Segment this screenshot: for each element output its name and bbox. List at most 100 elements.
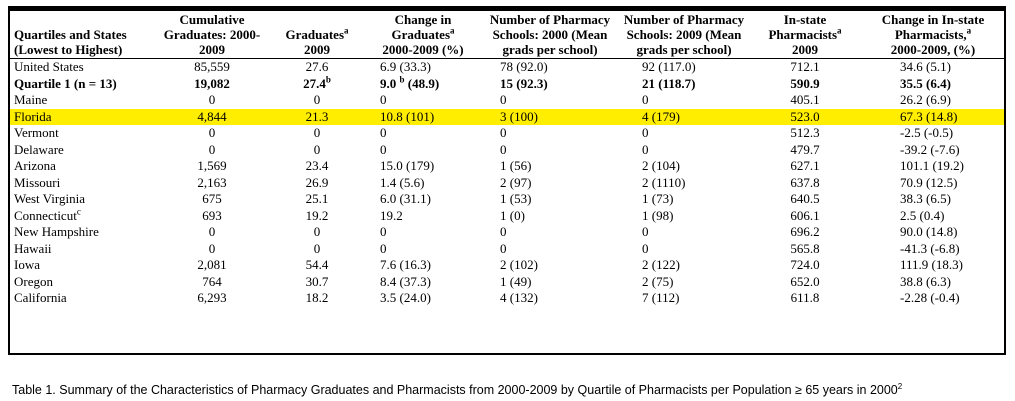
table-figure: Quartiles and States (Lowest to Highest)… <box>8 6 1006 397</box>
cell-graduates-2009: 0 <box>313 125 321 141</box>
header-graduates-2009: Graduatesa 2009 <box>268 8 366 59</box>
cell-change-graduates: 3.5 (24.0) <box>380 290 431 306</box>
cell-graduates-2009: 0 <box>313 240 321 256</box>
header-instate-pharmacists: In-state Pharmacistsa 2009 <box>748 8 862 59</box>
cell-state: Oregon <box>14 273 53 289</box>
header-change-graduates: Change in Graduatesa 2000-2009 (%) <box>366 8 480 59</box>
cell-instate-pharmacists: 696.2 <box>790 224 820 240</box>
cell-state: Vermont <box>14 125 59 141</box>
cell-state: Iowa <box>14 257 40 273</box>
cell-change-graduates: 0 <box>380 125 387 141</box>
table-row: Quartile 1 (n = 13) 19,082 27.4b 9.0 b (48.… <box>10 74 1004 93</box>
cell-state: Arizona <box>14 158 56 174</box>
cell-instate-pharmacists: 512.3 <box>790 125 820 141</box>
cell-cumulative: 675 <box>202 191 222 207</box>
cell-cumulative: 85,559 <box>194 59 230 75</box>
cell-graduates-2009: 0 <box>313 141 321 157</box>
cell-change-graduates: 10.8 (101) <box>366 108 480 125</box>
cell-state: West Virginia <box>14 191 85 207</box>
cell-schools-2009: 0 <box>642 240 649 256</box>
header-schools-2000: Number of Pharmacy Schools: 2000 (Mean g… <box>480 8 620 59</box>
header-quartiles-states: Quartiles and States (Lowest to Highest) <box>10 8 156 59</box>
cell-graduates-2009: 19.2 <box>305 207 329 223</box>
cell-change-graduates: 15.0 (179) <box>380 158 435 174</box>
cell-schools-2009: 2 (1110) <box>642 174 686 190</box>
cell-change-graduates: 19.2 <box>380 207 403 223</box>
cell-instate-pharmacists: 479.7 <box>790 141 820 157</box>
cell-instate-pharmacists: 611.8 <box>790 290 820 306</box>
cell-instate-pharmacists: 606.1 <box>790 207 820 223</box>
cell-schools-2000: 1 (56) <box>500 158 532 174</box>
cell-schools-2009: 2 (122) <box>642 257 680 273</box>
cell-instate-pharmacists: 590.9 <box>790 75 820 91</box>
cell-change-pharmacists: 111.9 (18.3) <box>900 257 963 273</box>
cell-schools-2000: 1 (53) <box>500 191 532 207</box>
cell-instate-pharmacists: 637.8 <box>790 174 820 190</box>
cell-schools-2000: 0 <box>500 92 507 108</box>
cell-change-pharmacists: 101.1 (19.2) <box>900 158 964 174</box>
cell-change-pharmacists: 34.6 (5.1) <box>900 59 951 75</box>
cell-change-graduates: 9.0 b (48.9) <box>380 74 440 91</box>
cell-schools-2000: 15 (92.3) <box>500 75 548 91</box>
cell-cumulative: 693 <box>202 207 222 223</box>
cell-change-pharmacists: 38.8 (6.3) <box>900 273 951 289</box>
cell-instate-pharmacists: 652.0 <box>790 273 820 289</box>
cell-cumulative: 0 <box>208 240 216 256</box>
cell-schools-2009: 7 (112) <box>642 290 680 306</box>
cell-schools-2009: 1 (73) <box>642 191 674 207</box>
cell-change-pharmacists: -41.3 (-6.8) <box>900 240 960 256</box>
table-body: United States 85,559 27.6 6.9 (33.3) 78 (92.… <box>10 59 1004 307</box>
cell-instate-pharmacists: 405.1 <box>790 92 820 108</box>
cell-schools-2000: 1 (49) <box>500 273 532 289</box>
cell-graduates-2009: 30.7 <box>305 273 329 289</box>
cell-instate-pharmacists: 640.5 <box>790 191 820 207</box>
table-row: New Hampshire 0 0 0 0 0 696.2 90.0 (14.8) <box>10 224 1004 241</box>
cell-change-pharmacists: -39.2 (-7.6) <box>900 141 960 157</box>
cell-schools-2009: 0 <box>642 92 649 108</box>
cell-schools-2000: 0 <box>500 240 507 256</box>
cell-schools-2009: 0 <box>642 125 649 141</box>
cell-graduates-2009: 0 <box>313 92 321 108</box>
cell-schools-2009: 92 (117.0) <box>642 59 696 75</box>
table-row: West Virginia 675 25.1 6.0 (31.1) 1 (53) 1 (7… <box>10 191 1004 208</box>
cell-cumulative: 0 <box>208 141 216 157</box>
cell-cumulative: 1,569 <box>197 158 227 174</box>
table-row: Oregon 764 30.7 8.4 (37.3) 1 (49) 2 (75) 652.0… <box>10 274 1004 291</box>
table-row: Missouri 2,163 26.9 1.4 (5.6) 2 (97) 2 (1110)… <box>10 175 1004 192</box>
cell-instate-pharmacists: 565.8 <box>790 240 820 256</box>
table-row: California 6,293 18.2 3.5 (24.0) 4 (132) 7 (1… <box>10 290 1004 307</box>
cell-change-graduates: 0 <box>380 224 387 240</box>
table-caption: Table 1. Summary of the Characteristics … <box>12 381 903 397</box>
cell-schools-2000: 1 (0) <box>500 207 525 223</box>
cell-graduates-2009: 27.6 <box>305 59 329 75</box>
cell-change-pharmacists: 2.5 (0.4) <box>900 207 945 223</box>
table-row: United States 85,559 27.6 6.9 (33.3) 78 (92.… <box>10 59 1004 76</box>
header-cumulative-graduates: Cumulative Graduates: 2000-2009 <box>156 8 268 59</box>
header-schools-2009: Number of Pharmacy Schools: 2009 (Mean g… <box>620 8 748 59</box>
cell-cumulative: 0 <box>208 125 216 141</box>
cell-instate-pharmacists: 712.1 <box>790 59 820 75</box>
cell-change-pharmacists: 90.0 (14.8) <box>900 224 958 240</box>
cell-schools-2009: 0 <box>642 224 649 240</box>
cell-state: Missouri <box>14 174 61 190</box>
cell-cumulative: 0 <box>208 92 216 108</box>
cell-schools-2009: 2 (75) <box>642 273 674 289</box>
cell-schools-2000: 0 <box>500 141 507 157</box>
cell-schools-2000: 78 (92.0) <box>500 59 548 75</box>
cell-cumulative: 2,163 <box>197 174 227 190</box>
cell-cumulative: 4,844 <box>156 108 268 125</box>
cell-change-graduates: 1.4 (5.6) <box>380 174 425 190</box>
cell-change-graduates: 7.6 (16.3) <box>380 257 431 273</box>
cell-graduates-2009: 23.4 <box>305 158 329 174</box>
cell-graduates-2009: 25.1 <box>305 191 329 207</box>
cell-state: California <box>14 290 67 306</box>
cell-schools-2009: 1 (98) <box>642 207 674 223</box>
cell-state: Delaware <box>14 141 64 157</box>
cell-state: United States <box>14 59 84 75</box>
cell-cumulative: 19,082 <box>194 75 230 91</box>
table-row: Arizona 1,569 23.4 15.0 (179) 1 (56) 2 (104) 6… <box>10 158 1004 175</box>
cell-schools-2000: 0 <box>500 125 507 141</box>
cell-change-graduates: 0 <box>380 240 387 256</box>
cell-graduates-2009: 54.4 <box>305 257 329 273</box>
cell-schools-2009: 21 (118.7) <box>642 75 696 91</box>
